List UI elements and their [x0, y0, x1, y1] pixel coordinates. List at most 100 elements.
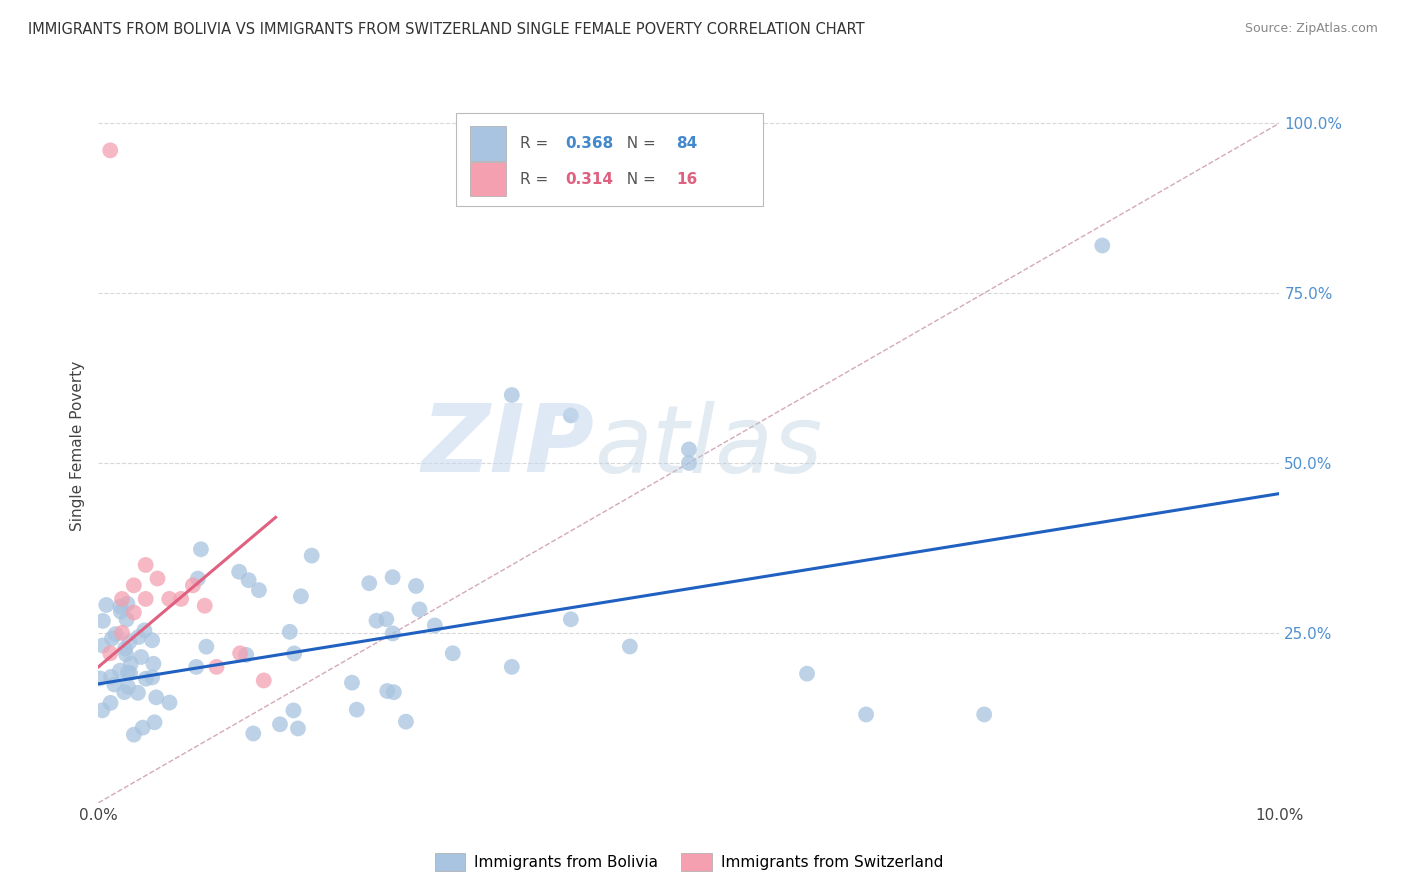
Point: [89, 672, 111, 686]
Point: [111, 626, 134, 640]
Point: [100, 696, 122, 710]
Point: [91, 703, 114, 717]
Point: [678, 442, 700, 457]
Point: [441, 646, 464, 660]
Point: [283, 703, 305, 717]
Point: [112, 685, 135, 699]
Point: [122, 728, 145, 742]
Point: [146, 572, 169, 586]
Point: [114, 641, 136, 656]
Point: [111, 591, 134, 606]
Point: [290, 589, 312, 603]
Point: [115, 613, 138, 627]
Point: [98, 144, 121, 158]
Point: [115, 648, 138, 662]
Point: [157, 591, 180, 606]
Point: [122, 606, 145, 620]
Point: [141, 633, 163, 648]
Text: N =: N =: [617, 171, 661, 186]
Point: [91, 614, 114, 628]
Point: [120, 657, 142, 671]
Point: [127, 686, 149, 700]
Point: [405, 579, 427, 593]
Point: [128, 630, 150, 644]
Point: [228, 565, 250, 579]
Point: [145, 690, 167, 705]
Point: [229, 646, 252, 660]
Point: [301, 549, 323, 563]
Point: [117, 680, 139, 694]
Point: [375, 612, 398, 626]
Point: [855, 707, 877, 722]
Point: [120, 666, 142, 681]
Point: [181, 578, 204, 592]
FancyBboxPatch shape: [457, 112, 763, 205]
Text: 0.314: 0.314: [565, 171, 613, 186]
FancyBboxPatch shape: [471, 162, 506, 196]
Text: Source: ZipAtlas.com: Source: ZipAtlas.com: [1244, 22, 1378, 36]
Point: [381, 570, 404, 584]
Text: 84: 84: [676, 136, 697, 151]
Point: [98, 646, 121, 660]
Y-axis label: Single Female Poverty: Single Female Poverty: [69, 361, 84, 531]
Point: [283, 647, 305, 661]
Point: [117, 665, 139, 680]
Point: [135, 672, 157, 686]
Point: [238, 573, 260, 587]
Point: [796, 666, 818, 681]
Text: atlas: atlas: [595, 401, 823, 491]
Point: [359, 576, 381, 591]
Point: [381, 626, 404, 640]
Point: [340, 675, 363, 690]
Point: [560, 409, 582, 423]
Text: N =: N =: [617, 136, 661, 151]
Point: [159, 696, 181, 710]
Point: [194, 599, 217, 613]
Point: [619, 640, 641, 654]
Point: [143, 715, 166, 730]
Point: [195, 640, 218, 654]
Point: [100, 670, 122, 684]
Point: [122, 578, 145, 592]
Point: [96, 598, 118, 612]
Point: [104, 627, 127, 641]
Point: [423, 618, 446, 632]
Point: [108, 664, 131, 678]
Point: [103, 677, 125, 691]
Point: [101, 632, 124, 646]
Point: [366, 614, 388, 628]
Point: [560, 612, 582, 626]
Point: [141, 670, 163, 684]
Point: [117, 597, 139, 611]
Text: R =: R =: [520, 136, 553, 151]
Point: [973, 707, 995, 722]
Point: [269, 717, 291, 731]
Point: [110, 599, 132, 614]
Text: 0.368: 0.368: [565, 136, 613, 151]
Point: [1091, 238, 1114, 252]
Point: [135, 558, 157, 572]
Text: 16: 16: [676, 171, 697, 186]
Point: [129, 650, 152, 665]
Point: [235, 648, 257, 662]
Point: [186, 660, 208, 674]
Point: [187, 572, 209, 586]
Point: [118, 635, 141, 649]
Point: [501, 660, 523, 674]
Point: [132, 721, 155, 735]
Legend: Immigrants from Bolivia, Immigrants from Switzerland: Immigrants from Bolivia, Immigrants from…: [429, 847, 949, 877]
Point: [278, 624, 301, 639]
Point: [242, 726, 264, 740]
Point: [190, 542, 212, 557]
Point: [91, 639, 114, 653]
Point: [110, 605, 132, 619]
Point: [247, 583, 270, 598]
Point: [408, 602, 430, 616]
Point: [205, 660, 228, 674]
Point: [135, 591, 157, 606]
Point: [287, 722, 309, 736]
Point: [501, 388, 523, 402]
Point: [253, 673, 276, 688]
FancyBboxPatch shape: [471, 127, 506, 161]
Text: IMMIGRANTS FROM BOLIVIA VS IMMIGRANTS FROM SWITZERLAND SINGLE FEMALE POVERTY COR: IMMIGRANTS FROM BOLIVIA VS IMMIGRANTS FR…: [28, 22, 865, 37]
